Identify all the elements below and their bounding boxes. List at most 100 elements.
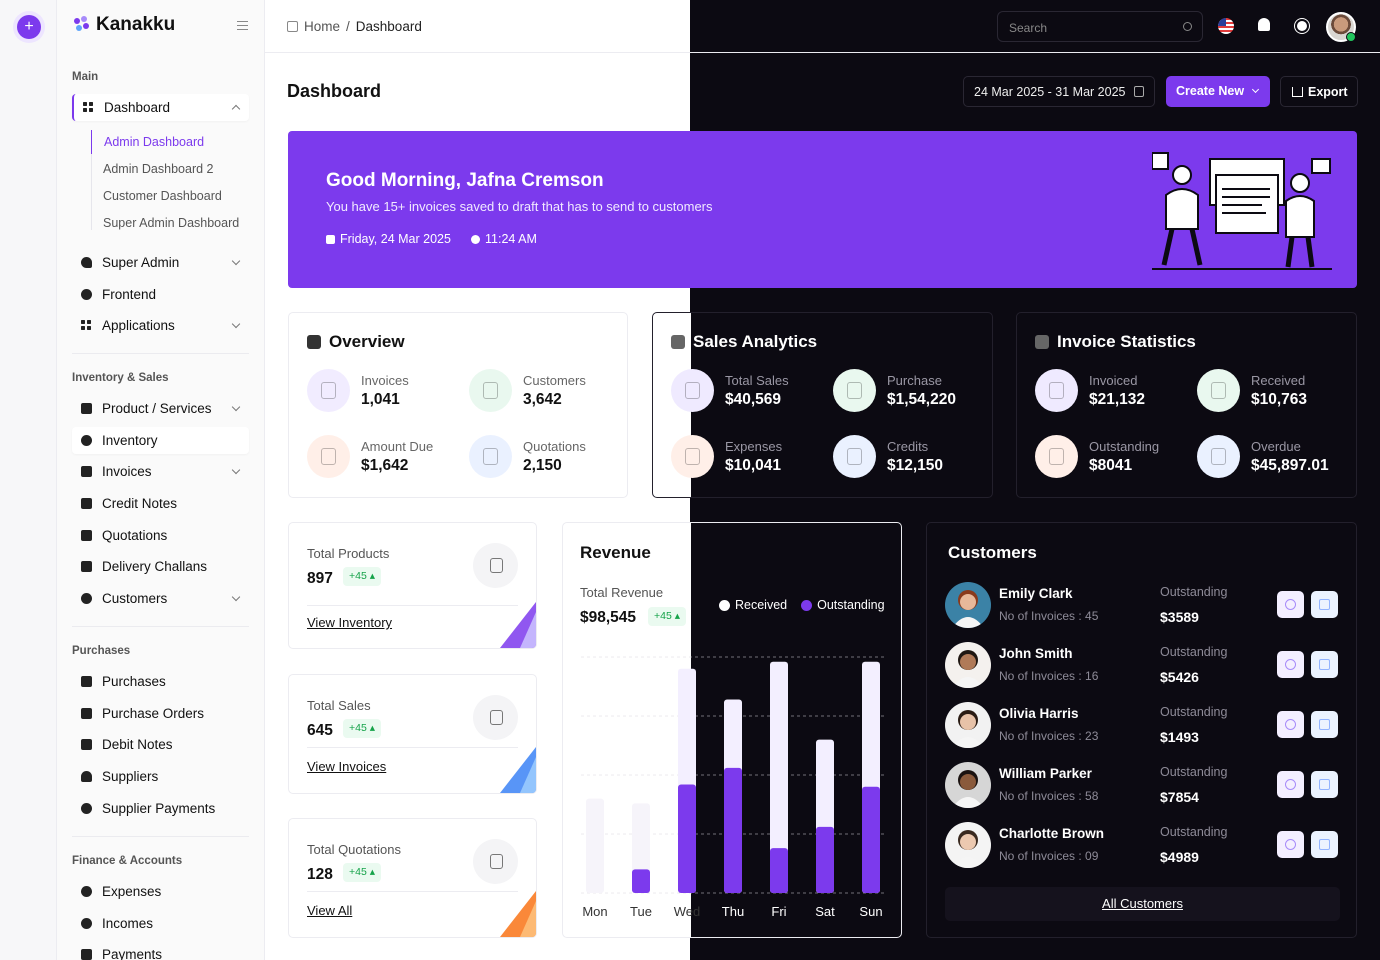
sidebar-item-delivery-challans[interactable]: Delivery Challans — [72, 553, 249, 580]
customer-avatar — [945, 702, 991, 748]
breadcrumb-home[interactable]: Home — [304, 19, 341, 34]
add-icon[interactable] — [1277, 651, 1304, 678]
sidebar-item-debit-notes[interactable]: Debit Notes — [72, 731, 249, 758]
document-icon[interactable] — [1311, 591, 1338, 618]
supplier-icon — [81, 771, 92, 782]
create-new-button[interactable]: Create New — [1166, 76, 1270, 107]
section-main: Main — [72, 71, 99, 83]
box-icon — [81, 403, 92, 414]
stat-label: Invoiced — [1089, 372, 1138, 388]
invoice-stat-overdue: Overdue $45,897.01 — [1197, 435, 1329, 478]
stat-value: $1,642 — [361, 456, 409, 474]
invoice-stat-invoiced: Invoiced $21,132 — [1035, 369, 1145, 412]
sidebar-item-incomes[interactable]: Incomes — [72, 910, 249, 937]
document-icon[interactable] — [1311, 831, 1338, 858]
sidebar-item-credit-notes[interactable]: Credit Notes — [72, 490, 249, 517]
customer-row[interactable]: Olivia Harris No of Invoices : 23 Outstand… — [945, 701, 1340, 749]
customer-invoices: No of Invoices : 23 — [999, 729, 1099, 743]
view-inventory-link[interactable]: View Inventory — [307, 615, 393, 630]
document-icon[interactable] — [1311, 711, 1338, 738]
delivery-icon — [81, 561, 92, 572]
debit-note-icon — [81, 739, 92, 750]
chevron-down-icon — [231, 319, 241, 329]
outstanding-amount: $1493 — [1160, 729, 1199, 745]
legend-received[interactable]: Received — [719, 598, 787, 612]
brand-logo[interactable]: Kanakku — [72, 14, 175, 36]
view-invoices-link[interactable]: View Invoices — [307, 759, 387, 774]
outstanding-amount: $7854 — [1160, 789, 1199, 805]
customer-row[interactable]: William Parker No of Invoices : 58 Outstan… — [945, 761, 1340, 809]
sidebar-item-label: Dashboard — [104, 100, 171, 115]
stat-label: Total Sales — [725, 372, 789, 388]
sidebar-item-product-services[interactable]: Product / Services — [72, 395, 249, 422]
sidebar-item-dashboard[interactable]: Dashboard — [72, 94, 249, 121]
sidebar-item-supplier-payments[interactable]: Supplier Payments — [72, 795, 249, 822]
sidebar-item-label: Incomes — [102, 916, 154, 931]
customer-row[interactable]: John Smith No of Invoices : 16 Outstanding… — [945, 641, 1340, 689]
add-icon[interactable]: + — [17, 15, 41, 39]
sidebar-item-customers[interactable]: Customers — [72, 585, 249, 612]
divider — [72, 626, 249, 627]
submenu-super-admin-dashboard[interactable]: Super Admin Dashboard — [103, 216, 240, 230]
received-icon — [1197, 369, 1240, 412]
all-customers-link[interactable]: All Customers — [945, 887, 1340, 921]
outstanding-label: Outstanding — [1160, 705, 1228, 719]
bar-received-mon — [586, 798, 604, 893]
revenue-title: Revenue — [580, 543, 651, 562]
invoice-icon — [1035, 335, 1049, 349]
customer-row[interactable]: Charlotte Brown No of Invoices : 09 Outsta… — [945, 821, 1340, 869]
search-placeholder: Search — [1009, 21, 1048, 35]
sidebar-item-inventory[interactable]: Inventory — [72, 427, 249, 454]
sidebar-item-label: Credit Notes — [102, 496, 178, 511]
banner-time: 11:24 AM — [471, 232, 537, 246]
menu-toggle-icon[interactable] — [237, 21, 248, 30]
sidebar-item-invoices[interactable]: Invoices — [72, 458, 249, 485]
overview-stat-customers: Customers 3,642 — [469, 369, 586, 412]
sidebar-item-purchases[interactable]: Purchases — [72, 668, 249, 695]
add-icon[interactable] — [1277, 831, 1304, 858]
outstanding-amount: $4989 — [1160, 849, 1199, 865]
sidebar-item-purchase-orders[interactable]: Purchase Orders — [72, 700, 249, 727]
inventory-icon — [81, 435, 92, 446]
dollar-icon — [671, 435, 714, 478]
add-icon[interactable] — [1277, 711, 1304, 738]
banner-message: You have 15+ invoices saved to draft tha… — [326, 199, 713, 214]
sidebar-item-payments[interactable]: Payments — [72, 941, 249, 960]
submenu-customer-dashboard[interactable]: Customer Dashboard — [103, 189, 222, 203]
theme-toggle-sun-icon[interactable] — [1297, 21, 1307, 31]
card-title: Total Products — [307, 546, 390, 561]
stat-value: $10,763 — [1251, 390, 1308, 408]
chart-icon — [671, 335, 685, 349]
search-input[interactable]: Search — [997, 11, 1203, 42]
us-flag-icon[interactable] — [1218, 18, 1234, 34]
document-icon[interactable] — [1311, 651, 1338, 678]
clock-icon — [471, 234, 480, 244]
quotation-icon — [81, 530, 92, 541]
view-all-link[interactable]: View All — [307, 903, 353, 918]
card-title: Total Sales — [307, 698, 371, 713]
sidebar-item-suppliers[interactable]: Suppliers — [72, 763, 249, 790]
bar-received-fri — [770, 661, 788, 893]
sidebar-item-frontend[interactable]: Frontend — [72, 281, 249, 308]
submenu-admin-dashboard-2[interactable]: Admin Dashboard 2 — [103, 162, 214, 176]
export-button[interactable]: Export — [1280, 76, 1358, 107]
bell-icon[interactable] — [1258, 18, 1270, 31]
add-icon[interactable] — [1277, 591, 1304, 618]
sidebar-item-super-admin[interactable]: Super Admin — [72, 249, 249, 276]
sidebar-item-quotations[interactable]: Quotations — [72, 522, 249, 549]
submenu-admin-dashboard[interactable]: Admin Dashboard — [91, 130, 204, 154]
search-icon — [1183, 22, 1192, 31]
stat-value: $45,897.01 — [1251, 456, 1329, 474]
section-inventory-sales: Inventory & Sales — [72, 372, 169, 384]
legend-outstanding[interactable]: Outstanding — [801, 598, 885, 612]
sidebar-item-applications[interactable]: Applications — [72, 312, 249, 339]
x-tick-label: Wed — [674, 904, 701, 919]
customer-row[interactable]: Emily Clark No of Invoices : 45 Outstandin… — [945, 581, 1340, 629]
date-range-picker[interactable]: 24 Mar 2025 - 31 Mar 2025 — [963, 76, 1155, 107]
user-avatar[interactable] — [1326, 12, 1356, 42]
bar-outstanding-wed — [678, 784, 696, 893]
sidebar-item-expenses[interactable]: Expenses — [72, 878, 249, 905]
add-icon[interactable] — [1277, 771, 1304, 798]
date-range-value: 24 Mar 2025 - 31 Mar 2025 — [974, 85, 1126, 99]
document-icon[interactable] — [1311, 771, 1338, 798]
